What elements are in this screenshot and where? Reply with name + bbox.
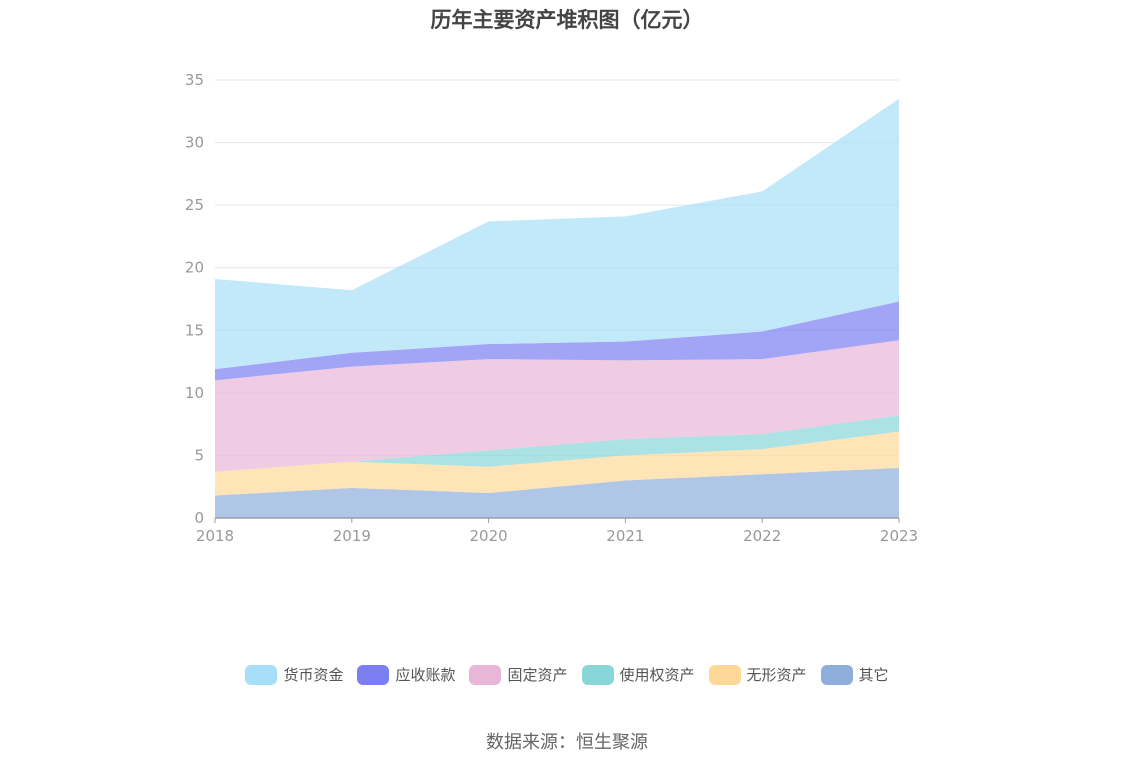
legend-label: 使用权资产: [619, 666, 695, 684]
area-series: [215, 98, 899, 518]
x-tick-label: 2023: [880, 527, 918, 545]
y-tick-label: 5: [194, 446, 204, 464]
x-tick-label: 2019: [333, 527, 371, 545]
legend-swatch: [245, 664, 278, 685]
legend-swatch: [820, 664, 853, 685]
legend-label: 应收账款: [395, 666, 456, 684]
legend-swatch: [469, 664, 502, 685]
legend-item-intangible[interactable]: 无形资产: [708, 664, 807, 685]
x-tick-label: 2022: [743, 527, 781, 545]
legend-label: 货币资金: [283, 666, 344, 684]
chart-title: 历年主要资产堆积图（亿元）: [430, 8, 704, 32]
y-tick-label: 30: [185, 134, 204, 152]
legend-label: 无形资产: [746, 666, 807, 684]
legend-item-receivables[interactable]: 应收账款: [357, 664, 455, 685]
y-tick-label: 15: [185, 321, 204, 339]
x-tick-label: 2018: [196, 527, 234, 545]
legend: 货币资金 应收账款 固定资产 使用权资产 无形资产 其它: [0, 664, 1134, 685]
y-tick-label: 10: [185, 384, 204, 402]
legend-label: 固定资产: [507, 666, 568, 684]
legend-label: 其它: [858, 666, 889, 684]
axes: 0 5 10 15 20 25 30 35 2018 2019 2020 2021 2022 2023: [185, 71, 918, 545]
area-series-应收账款[interactable]: [215, 301, 899, 381]
area-series-无形资产[interactable]: [215, 431, 899, 496]
x-tick-label: 2021: [606, 527, 644, 545]
legend-item-cash[interactable]: 货币资金: [245, 664, 343, 685]
legend-swatch: [708, 664, 741, 685]
legend-swatch: [357, 664, 390, 685]
legend-swatch: [581, 664, 614, 685]
area-series-使用权资产[interactable]: [215, 415, 899, 472]
y-tick-label: 35: [185, 71, 204, 89]
area-series-其它[interactable]: [215, 467, 899, 518]
area-series-固定资产[interactable]: [215, 340, 899, 472]
y-tick-label: 20: [185, 259, 204, 277]
y-tick-label: 25: [185, 196, 204, 214]
source-note: 数据来源：恒生聚源: [486, 732, 648, 753]
legend-item-other[interactable]: 其它: [820, 664, 889, 685]
y-tick-label: 0: [194, 509, 204, 527]
legend-item-fixed-assets[interactable]: 固定资产: [469, 664, 568, 685]
area-series-货币资金[interactable]: [215, 98, 899, 370]
x-tick-label: 2020: [470, 527, 508, 545]
legend-item-right-of-use[interactable]: 使用权资产: [581, 664, 695, 685]
